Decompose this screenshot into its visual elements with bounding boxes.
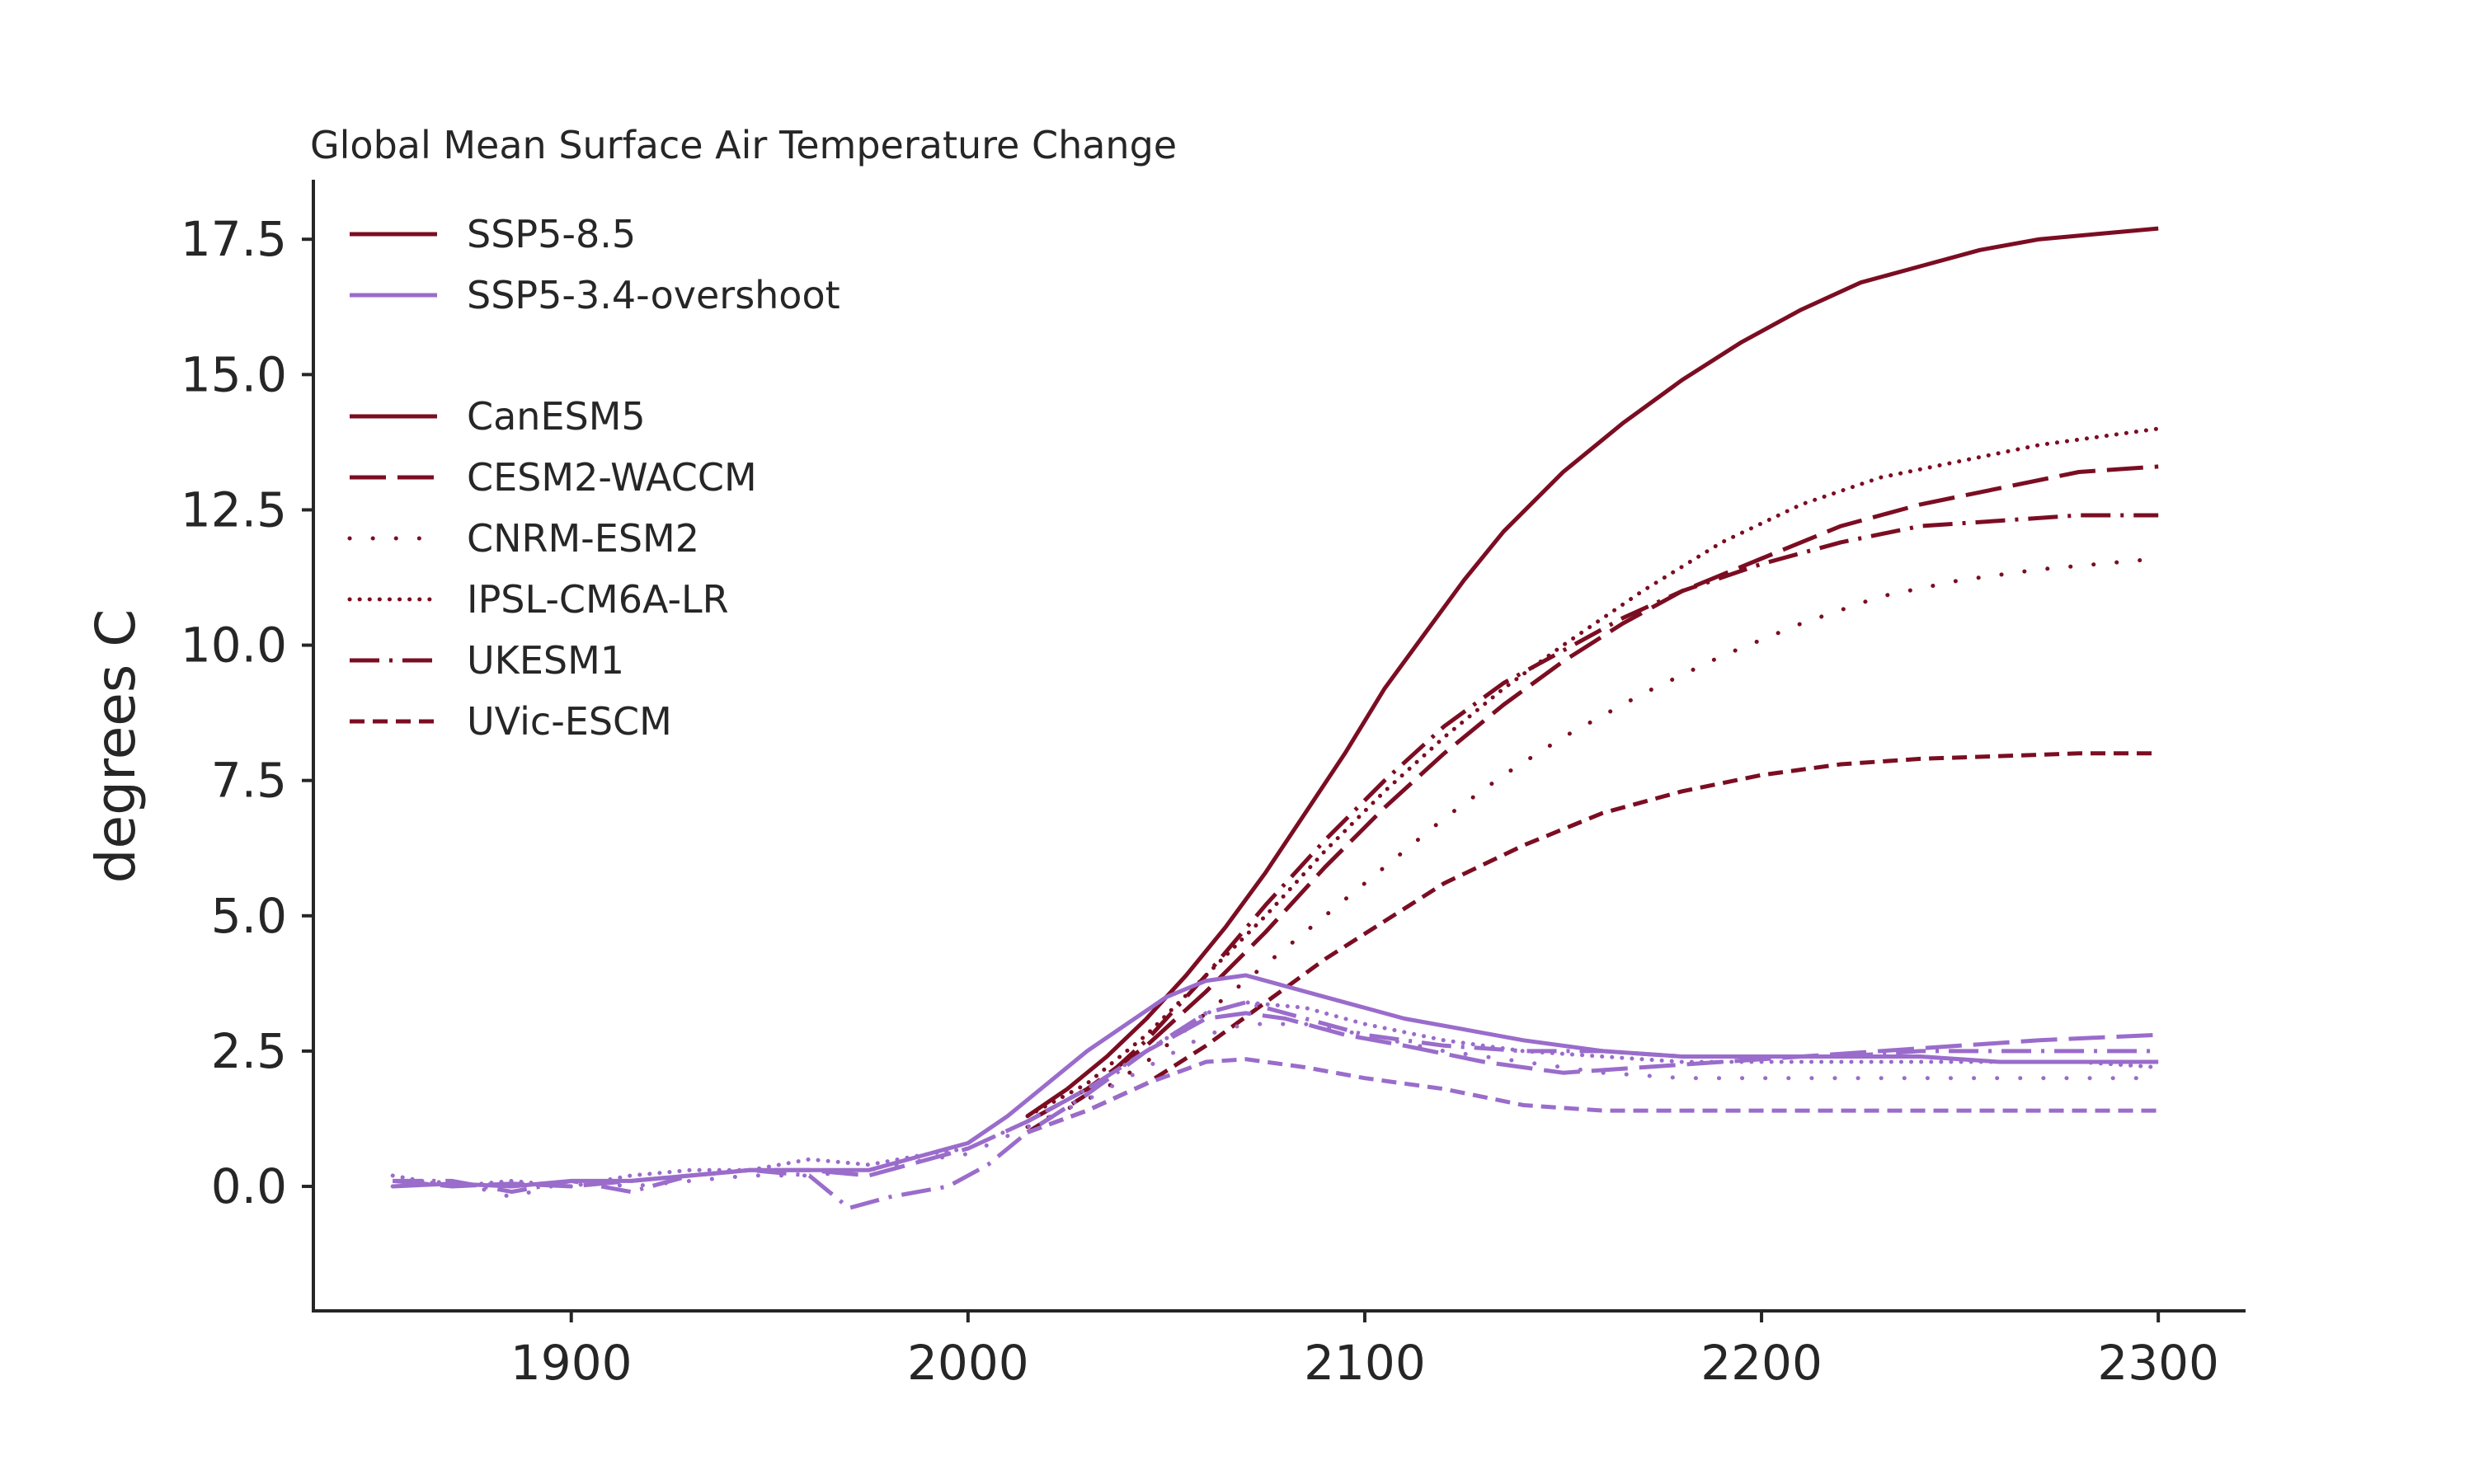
legend-label-canesm5: CanESM5 <box>467 394 646 439</box>
series-line-ssp5-8-5-ipsl-cm6a-lr <box>1025 426 2161 1119</box>
legend-label-ssp5-8-5: SSP5-8.5 <box>467 212 636 256</box>
y-tick-label: 10.0 <box>181 618 287 674</box>
y-ticks: 0.0 2.5 5.0 7.5 10.0 12.5 15.0 17.5 <box>181 211 313 1214</box>
x-tick-label: 2000 <box>907 1335 1029 1391</box>
y-tick-label: 17.5 <box>181 211 287 267</box>
series-line-ssp5-3-4-overshoot-ipsl-cm6a-lr <box>390 1000 2161 1189</box>
series-line-ssp5-3-4-overshoot-cesm2-waccm <box>392 1011 2159 1189</box>
legend-label-ukesm1: UKESM1 <box>467 638 624 683</box>
series-line-ssp5-3-4-overshoot-uvic-escm <box>1027 1057 2159 1134</box>
x-tick-label: 1900 <box>510 1335 633 1391</box>
y-tick-label: 0.0 <box>211 1158 287 1214</box>
series-line-ssp5-8-5-cesm2-waccm <box>1026 464 2159 1124</box>
legend-label-ssp5-3-4-overshoot: SSP5-3.4-overshoot <box>467 273 840 317</box>
series-line-ssp5-8-5-canesm5 <box>1026 226 2159 1118</box>
y-tick-label: 7.5 <box>211 753 287 809</box>
y-tick-label: 2.5 <box>211 1023 287 1079</box>
series-line-ssp5-3-4-overshoot-ukesm1 <box>393 1000 2159 1210</box>
x-tick-label: 2200 <box>1700 1335 1823 1391</box>
legend-label-cesm2-waccm: CESM2-WACCM <box>467 455 757 500</box>
series-line-ssp5-3-4-overshoot-canesm5 <box>393 973 2159 1189</box>
legend: SSP5-8.5 SSP5-3.4-overshoot CanESM5 CESM2-W… <box>347 212 840 744</box>
x-tick-label: 2300 <box>2097 1335 2219 1391</box>
series-line-ssp5-8-5-ukesm1 <box>1026 513 2159 1134</box>
x-ticks: 1900 2000 2100 2200 2300 <box>510 1311 2219 1391</box>
legend-label-uvic-escm: UVic-ESCM <box>467 699 672 744</box>
x-tick-label: 2100 <box>1304 1335 1426 1391</box>
legend-label-cnrm-esm2: CNRM-ESM2 <box>467 516 699 561</box>
y-axis-label: degrees C <box>84 609 148 884</box>
y-tick-label: 5.0 <box>211 888 287 944</box>
y-tick-label: 15.0 <box>181 346 287 402</box>
chart-title: Global Mean Surface Air Temperature Chan… <box>310 123 1177 167</box>
legend-label-ipsl-cm6a-lr: IPSL-CM6A-LR <box>467 577 729 622</box>
series-layer <box>390 226 2161 1210</box>
series-line-ssp5-8-5-uvic-escm <box>1027 751 2159 1134</box>
y-tick-label: 12.5 <box>181 481 287 538</box>
